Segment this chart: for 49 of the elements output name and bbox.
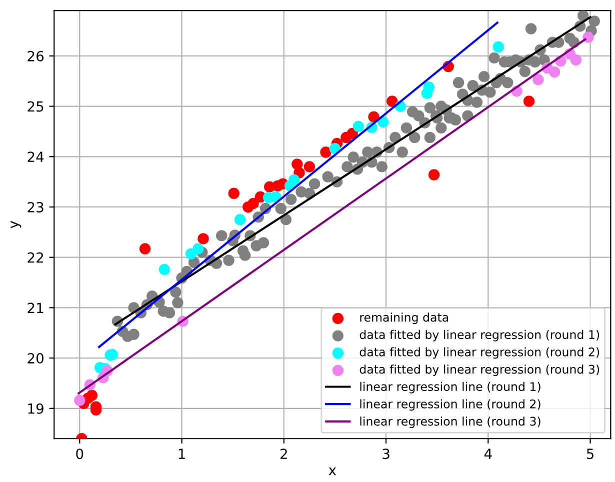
y-tick-label: 26 xyxy=(28,50,44,62)
legend-label: linear regression line (round 2) xyxy=(360,399,540,411)
point xyxy=(368,111,380,122)
point xyxy=(74,394,86,406)
x-tick-label: 3 xyxy=(382,448,390,460)
x-tick-label: 5 xyxy=(586,448,594,460)
x-tick-label: 2 xyxy=(280,448,287,459)
legend-label: data fitted by linear regression (round 1) xyxy=(360,330,600,342)
y-axis-title: y xyxy=(10,220,22,228)
y-tick-label: 19 xyxy=(28,403,44,414)
y-tick-label: 25 xyxy=(28,101,44,112)
point xyxy=(228,188,240,199)
point xyxy=(423,82,435,93)
point xyxy=(582,32,594,43)
legend-label: linear regression line (round 1) xyxy=(360,382,540,394)
point xyxy=(523,96,535,107)
y-tick-label: 20 xyxy=(28,353,44,364)
legend-label: data fitted by linear regression (round 2) xyxy=(360,347,600,359)
point xyxy=(352,120,364,132)
x-tick-label: 0 xyxy=(76,448,84,460)
point xyxy=(329,142,341,154)
point xyxy=(139,243,151,254)
point xyxy=(86,390,98,401)
point xyxy=(386,96,398,107)
x-axis-title: x xyxy=(328,468,336,476)
y-tick-label: 24 xyxy=(28,152,44,162)
point xyxy=(270,191,282,203)
x-tick-label: 4 xyxy=(484,448,492,459)
point xyxy=(192,243,204,254)
point xyxy=(532,74,544,86)
point xyxy=(346,128,358,140)
y-tick-label: 22 xyxy=(28,252,44,263)
point xyxy=(198,233,209,244)
y-tick-label: 21 xyxy=(28,302,44,313)
point xyxy=(428,169,440,180)
y-tick-label: 23 xyxy=(28,202,44,212)
point xyxy=(320,146,332,158)
point xyxy=(234,214,246,226)
legend-label: remaining data xyxy=(360,312,448,324)
point xyxy=(248,198,259,210)
point xyxy=(288,174,300,186)
legend-label: linear regression line (round 3) xyxy=(360,416,540,428)
point xyxy=(304,161,316,172)
point xyxy=(158,264,170,276)
point xyxy=(492,41,504,52)
legend-label: data fitted by linear regression (round 3) xyxy=(360,364,600,376)
point xyxy=(570,54,582,66)
x-tick-label: 1 xyxy=(178,448,185,459)
point xyxy=(548,66,560,78)
